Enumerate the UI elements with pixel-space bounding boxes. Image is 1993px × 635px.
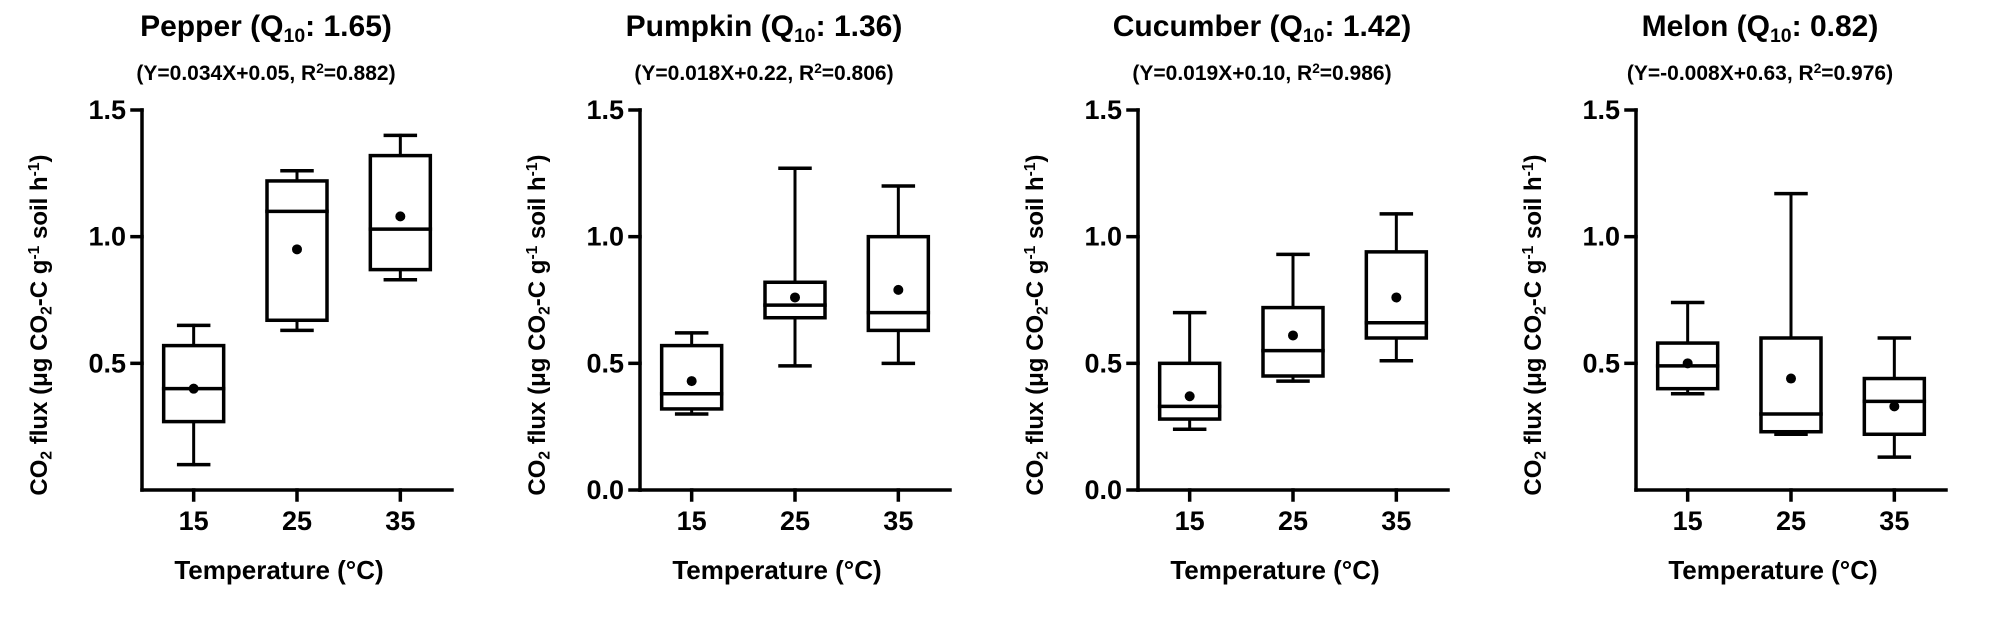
panel-regression: (Y=0.019X+0.10, R2=0.986) — [1098, 55, 1391, 88]
panel-regression: (Y=0.018X+0.22, R2=0.806) — [600, 55, 893, 88]
svg-text:0.5: 0.5 — [1582, 348, 1620, 378]
regression-text: (Y=0.034X+0.05, R — [136, 61, 317, 85]
svg-text:35: 35 — [883, 506, 913, 536]
title-subscript: 10 — [1769, 24, 1792, 47]
panel-regression: (Y=-0.008X+0.63, R2=0.976) — [1593, 55, 1893, 88]
svg-text:15: 15 — [677, 506, 707, 536]
regression-superscript: 2 — [1813, 60, 1822, 76]
regression-superscript: 2 — [1312, 60, 1320, 76]
plot-area: CO2 flux (μg CO2-C g-1 soil h-1) 0.0 0.5 1… — [524, 90, 970, 570]
svg-text:25: 25 — [1278, 506, 1308, 536]
title-text: Pepper (Q — [140, 10, 284, 43]
title-subscript: 10 — [1302, 24, 1325, 47]
svg-text:1.0: 1.0 — [1582, 221, 1620, 251]
regression-text: =0.976) — [1821, 61, 1894, 85]
svg-text:15: 15 — [1673, 506, 1703, 536]
svg-text:25: 25 — [780, 506, 810, 536]
svg-text:0.5: 0.5 — [88, 348, 126, 378]
svg-text:25: 25 — [1776, 506, 1806, 536]
title-text: Pumpkin (Q — [625, 10, 794, 43]
boxplot-pepper: 0.5 1.0 1.5 15 25 35 — [88, 95, 454, 536]
regression-superscript: 2 — [316, 60, 324, 76]
title-text: : 1.36) — [815, 10, 903, 43]
title-text: Cucumber (Q — [1112, 10, 1303, 43]
regression-text: =0.882) — [323, 61, 396, 85]
svg-text:35: 35 — [1381, 506, 1411, 536]
y-axis-label: CO2 flux (μg CO2-C g-1 soil h-1) — [524, 154, 554, 496]
svg-text:15: 15 — [179, 506, 209, 536]
x-axis-label: Temperature (°C) — [1668, 554, 1878, 585]
panel-cucumber: Cucumber (Q10: 1.42) (Y=0.019X+0.10, R2=… — [996, 0, 1494, 635]
title-text: : 1.65) — [305, 10, 392, 43]
svg-text:1.5: 1.5 — [586, 95, 624, 125]
panel-pumpkin: Pumpkin (Q10: 1.36) (Y=0.018X+0.22, R2=0… — [498, 0, 996, 635]
y-axis-label: CO2 flux (μg CO2-C g-1 soil h-1) — [26, 154, 56, 496]
svg-text:1.0: 1.0 — [1084, 221, 1122, 251]
title-subscript: 10 — [283, 24, 306, 47]
x-axis-label: Temperature (°C) — [672, 554, 882, 585]
regression-text: =0.806) — [821, 61, 894, 85]
svg-text:35: 35 — [1879, 506, 1909, 536]
plot-area: CO2 flux (μg CO2-C g-1 soil h-1) 0.5 1.0 1… — [26, 90, 472, 570]
plot-area: CO2 flux (μg CO2-C g-1 soil h-1) 0.5 1.0 1… — [1520, 90, 1966, 570]
regression-superscript: 2 — [814, 60, 822, 76]
svg-text:15: 15 — [1175, 506, 1205, 536]
boxplot-cucumber: 0.0 0.5 1.0 1.5 15 25 35 — [1084, 95, 1450, 536]
regression-text: (Y=-0.008X+0.63, R — [1626, 61, 1814, 85]
panel-title: Cucumber (Q10: 1.42) — [1079, 8, 1411, 55]
title-text: : 0.82) — [1791, 10, 1879, 43]
panel-title: Pumpkin (Q10: 1.36) — [592, 8, 903, 55]
regression-text: =0.986) — [1319, 61, 1392, 85]
svg-text:0.0: 0.0 — [1084, 475, 1122, 505]
panel-title: Melon (Q10: 0.82) — [1608, 8, 1879, 55]
regression-text: (Y=0.018X+0.22, R — [634, 61, 815, 85]
svg-text:35: 35 — [385, 506, 415, 536]
x-axis-label: Temperature (°C) — [1170, 554, 1380, 585]
panel-pepper: Pepper (Q10: 1.65) (Y=0.034X+0.05, R2=0.… — [0, 0, 498, 635]
svg-text:0.0: 0.0 — [586, 475, 624, 505]
panel-regression: (Y=0.034X+0.05, R2=0.882) — [102, 55, 395, 88]
title-text: : 1.42) — [1324, 10, 1412, 43]
svg-text:1.0: 1.0 — [586, 221, 624, 251]
svg-text:1.0: 1.0 — [88, 221, 126, 251]
panel-title: Pepper (Q10: 1.65) — [106, 8, 392, 55]
svg-text:1.5: 1.5 — [1084, 95, 1122, 125]
y-axis-label: CO2 flux (μg CO2-C g-1 soil h-1) — [1022, 154, 1052, 496]
panel-melon: Melon (Q10: 0.82) (Y=-0.008X+0.63, R2=0.… — [1494, 0, 1992, 635]
svg-text:25: 25 — [282, 506, 312, 536]
svg-text:0.5: 0.5 — [586, 348, 624, 378]
svg-text:1.5: 1.5 — [1582, 95, 1620, 125]
y-axis-label: CO2 flux (μg CO2-C g-1 soil h-1) — [1520, 154, 1550, 496]
regression-text: (Y=0.019X+0.10, R — [1132, 61, 1313, 85]
plot-area: CO2 flux (μg CO2-C g-1 soil h-1) 0.0 0.5 1… — [1022, 90, 1468, 570]
svg-text:1.5: 1.5 — [88, 95, 126, 125]
svg-text:0.5: 0.5 — [1084, 348, 1122, 378]
boxplot-pumpkin: 0.0 0.5 1.0 1.5 15 25 35 — [586, 95, 952, 536]
boxplot-melon: 0.5 1.0 1.5 15 25 35 — [1582, 95, 1948, 536]
title-text: Melon (Q — [1641, 10, 1770, 43]
x-axis-label: Temperature (°C) — [174, 554, 384, 585]
title-subscript: 10 — [793, 24, 816, 47]
